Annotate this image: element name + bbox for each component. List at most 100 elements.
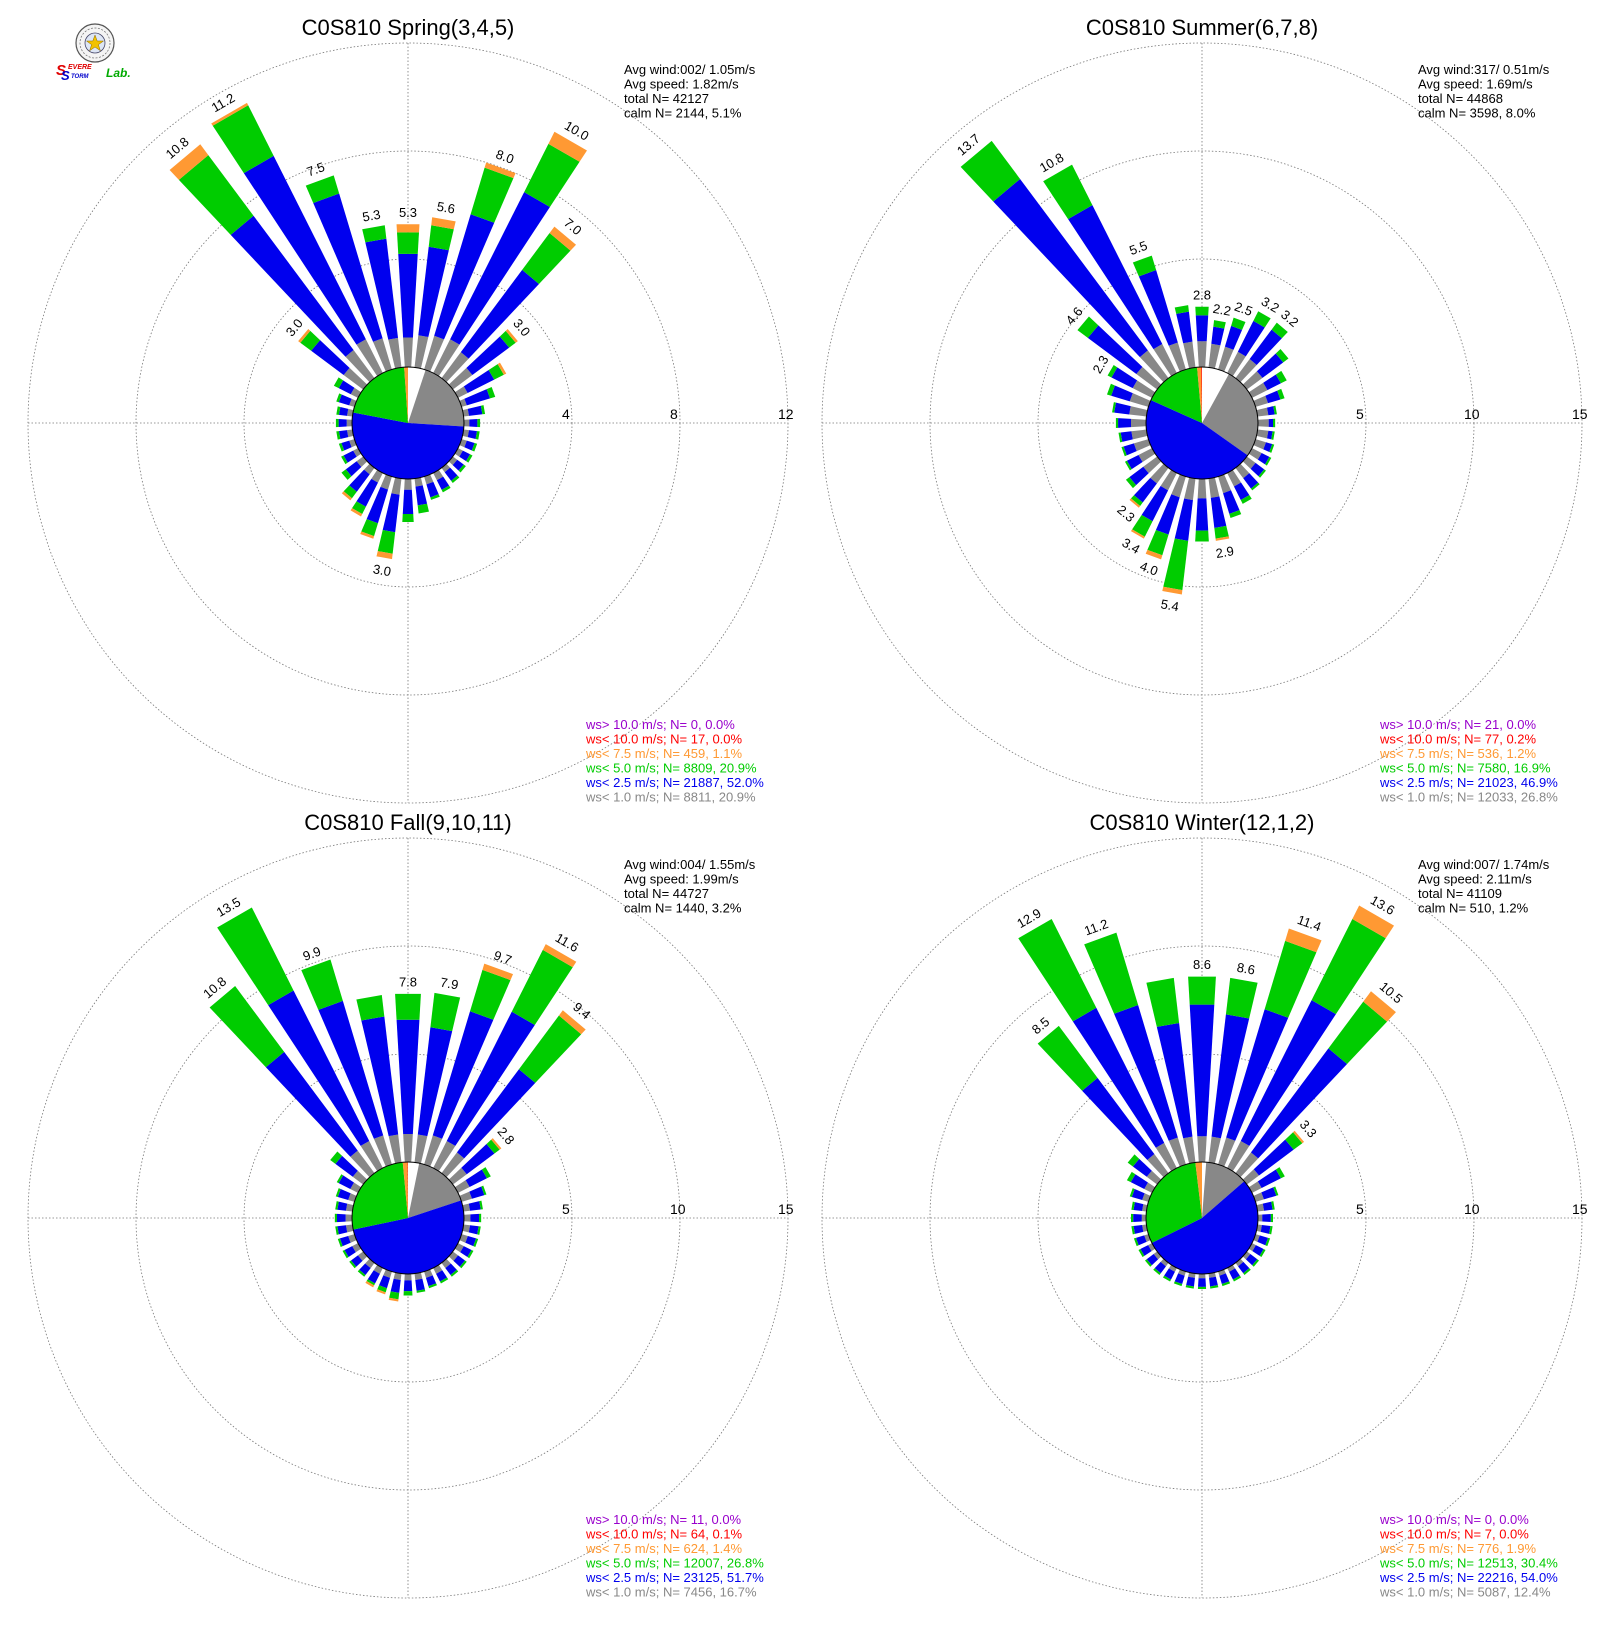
spoke-segment-190 xyxy=(390,1278,401,1293)
spoke-segment-100 xyxy=(462,1224,471,1233)
spoke-segment-320 xyxy=(1147,1154,1169,1178)
spoke-segment-20 xyxy=(470,969,511,1020)
spoke-segment-10 xyxy=(1211,1014,1250,1139)
spoke-segment-130 xyxy=(453,1255,466,1267)
legend-entry: ws< 7.5 m/s; N= 459, 1.1% xyxy=(585,746,743,761)
legend-entry: ws< 10.0 m/s; N= 17, 0.0% xyxy=(585,732,743,747)
spoke-segment-90 xyxy=(463,1214,471,1222)
spoke-segment-240 xyxy=(342,1249,349,1259)
spoke-segment-180 xyxy=(403,1280,413,1292)
windrose-panel-4: 5 10 158.6 8.611.413.610.53.38.512.9 11.2C0S… xyxy=(821,810,1588,1600)
spoke-segment-50 xyxy=(499,330,516,348)
seal-icon xyxy=(75,23,115,63)
legend-entry: ws< 5.0 m/s; N= 8809, 20.9% xyxy=(585,761,757,776)
spoke-label-0: 8.6 xyxy=(1193,957,1211,972)
spoke-segment-210 xyxy=(1162,1275,1172,1282)
spoke-segment-130 xyxy=(458,464,466,473)
spoke-segment-30 xyxy=(1311,919,1386,1015)
spoke-segment-90 xyxy=(1257,419,1269,427)
pie-slice-1 xyxy=(1202,1162,1245,1218)
spoke-segment-310 xyxy=(298,329,311,343)
spoke-segment-130 xyxy=(452,459,464,471)
spoke-segment-280 xyxy=(347,408,354,417)
spoke-segment-160 xyxy=(426,481,439,498)
pie-slice-2 xyxy=(353,1200,464,1274)
spoke-segment-310 xyxy=(311,340,350,376)
spoke-segment-300 xyxy=(1107,364,1118,378)
spoke-segment-270 xyxy=(1130,418,1147,428)
stats-line: calm N= 2144, 5.1% xyxy=(624,106,742,121)
spoke-segment-140 xyxy=(1235,1258,1244,1267)
spoke-segment-20 xyxy=(432,1011,494,1139)
pie-slice-1 xyxy=(408,1163,462,1218)
spoke-segment-20 xyxy=(1224,325,1243,350)
spoke-segment-340 xyxy=(301,959,343,1010)
spoke-segment-280 xyxy=(1129,406,1148,417)
spoke-segment-80 xyxy=(1256,1203,1265,1212)
spoke-segment-130 xyxy=(459,1260,467,1269)
spoke-label-320: 8.5 xyxy=(1029,1014,1052,1037)
spoke-segment-270 xyxy=(334,1213,337,1223)
spoke-segment-200 xyxy=(361,519,378,537)
spoke-segment-330 xyxy=(1072,1007,1165,1148)
windrose-panel-2: 5 10 152.82.2 2.5 3.23.22.95.44.03.42.32.34.… xyxy=(821,15,1588,805)
spoke-segment-40 xyxy=(522,233,571,284)
spoke-segment-140 xyxy=(1243,1268,1251,1276)
windrose-panel-3: 5 10 157.8 7.99.711.69.42.810.813.59.9C0S81… xyxy=(27,810,794,1600)
stats-line: Avg wind:317/ 0.51m/s xyxy=(1418,62,1550,77)
spoke-label-190: 3.0 xyxy=(372,561,392,579)
legend-entry: ws< 2.5 m/s; N= 21887, 52.0% xyxy=(585,775,764,790)
spoke-segment-20 xyxy=(484,162,516,179)
ring-label: 10 xyxy=(1464,406,1480,422)
spoke-segment-300 xyxy=(1132,380,1156,398)
spoke-segment-120 xyxy=(459,450,471,462)
spoke-segment-0 xyxy=(1188,976,1216,1005)
spoke-segment-250 xyxy=(338,442,345,452)
spoke-segment-150 xyxy=(1240,495,1252,504)
spoke-segment-160 xyxy=(1221,1281,1231,1287)
spoke-segment-270 xyxy=(1115,418,1119,428)
stats-line: Avg wind:004/ 1.55m/s xyxy=(624,857,756,872)
spoke-segment-120 xyxy=(467,1249,474,1259)
spoke-segment-330 xyxy=(1018,919,1097,1022)
spoke-segment-300 xyxy=(350,1182,362,1193)
spoke-segment-180 xyxy=(1195,498,1209,531)
spoke-segment-150 xyxy=(1232,1275,1242,1282)
spoke-segment-20 xyxy=(434,214,495,340)
spoke-segment-340 xyxy=(318,1000,384,1139)
spoke-segment-280 xyxy=(1112,402,1116,413)
ring-label: 12 xyxy=(778,406,794,422)
pie-slice-0 xyxy=(408,1162,420,1218)
spoke-segment-340 xyxy=(1114,1005,1178,1141)
spoke-segment-30 xyxy=(1227,351,1246,377)
spoke-segment-40 xyxy=(1363,991,1396,1022)
spoke-segment-240 xyxy=(341,455,348,465)
spoke-segment-170 xyxy=(415,485,428,506)
spoke-segment-230 xyxy=(1153,1251,1162,1260)
spoke-segment-290 xyxy=(1111,385,1133,402)
spoke-segment-40 xyxy=(549,226,577,251)
spoke-segment-90 xyxy=(470,1213,480,1223)
spoke-segment-190 xyxy=(388,1297,399,1302)
ring-label: 5 xyxy=(562,1201,570,1217)
spoke-segment-200 xyxy=(1171,474,1186,498)
spoke-segment-350 xyxy=(356,995,385,1021)
spoke-segment-0 xyxy=(1189,1004,1215,1137)
spoke-segment-340 xyxy=(373,338,392,372)
spoke-segment-100 xyxy=(462,429,469,438)
spoke-segment-190 xyxy=(1174,498,1193,541)
spoke-segment-60 xyxy=(488,364,504,380)
spoke-segment-50 xyxy=(505,329,518,343)
pie-slice-4 xyxy=(402,1162,408,1218)
spoke-segment-140 xyxy=(1235,463,1250,479)
spoke-segment-190 xyxy=(1185,1285,1194,1289)
legend-entry: ws< 2.5 m/s; N= 21023, 46.9% xyxy=(1379,775,1558,790)
spoke-segment-190 xyxy=(376,551,393,560)
spoke-segment-290 xyxy=(348,1193,357,1202)
legend-entry: ws< 5.0 m/s; N= 12513, 30.4% xyxy=(1379,1556,1558,1571)
spoke-segment-350 xyxy=(1183,1136,1196,1164)
spoke-segment-270 xyxy=(346,419,353,427)
spoke-segment-50 xyxy=(448,367,473,390)
spoke-segment-40 xyxy=(441,1152,465,1178)
spoke-segment-40 xyxy=(1235,359,1257,383)
